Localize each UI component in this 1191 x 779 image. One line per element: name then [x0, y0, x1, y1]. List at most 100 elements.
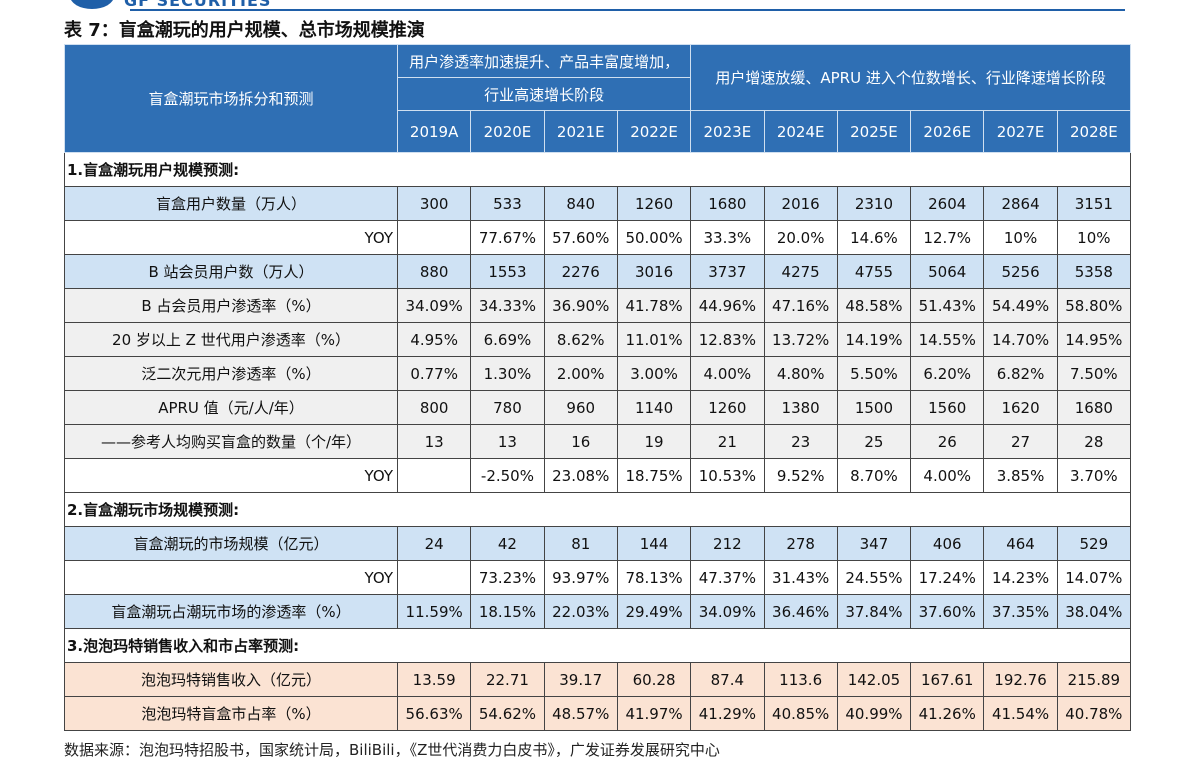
cell: 73.23% — [470, 560, 545, 595]
cell: 50.00% — [616, 220, 692, 255]
cell: 1680 — [690, 186, 765, 221]
cell: 19 — [616, 424, 692, 459]
cell: 23 — [763, 424, 838, 459]
cell: 1560 — [910, 390, 985, 425]
row-label: YOY — [64, 560, 398, 595]
data-row: 盲盒潮玩的市场规模（亿元） 24 42 81 144 212 278 347 406 464 529 — [64, 526, 1132, 561]
cell: 1260 — [616, 186, 692, 221]
data-row: APRU 值（元/人/年） 800 780 960 1140 1260 1380 1500 15… — [64, 390, 1132, 425]
cell: 347 — [836, 526, 912, 561]
cell: 48.57% — [543, 696, 618, 731]
cell: 14.55% — [910, 322, 985, 357]
cell: 5064 — [910, 254, 985, 289]
row-label: YOY — [64, 220, 398, 255]
cell: 212 — [690, 526, 765, 561]
header-rule — [130, 9, 1125, 11]
cell: 56.63% — [396, 696, 472, 731]
cell: 54.62% — [470, 696, 545, 731]
cell: 14.95% — [1056, 322, 1132, 357]
cell: 6.69% — [470, 322, 545, 357]
cell: 41.78% — [616, 288, 692, 323]
row-label: B 站会员用户数（万人） — [64, 254, 398, 289]
cell: 47.16% — [763, 288, 838, 323]
cell: 14.70% — [983, 322, 1058, 357]
table: 盲盒潮玩市场拆分和预测 用户渗透率加速提升、产品丰富度增加， 用户增速放缓、APRU… — [64, 44, 1132, 731]
cell: 36.90% — [543, 288, 618, 323]
cell: 13 — [396, 424, 472, 459]
year-header: 2021E — [543, 110, 618, 153]
data-row: 泡泡玛特销售收入（亿元） 13.59 22.71 39.17 60.28 87.4 113.… — [64, 662, 1132, 697]
year-header: 2020E — [470, 110, 545, 153]
cell: -2.50% — [470, 458, 545, 493]
row-label: 泛二次元用户渗透率（%） — [64, 356, 398, 391]
cell: 17.24% — [910, 560, 985, 595]
cell: 4275 — [763, 254, 838, 289]
row-label: B 占会员用户渗透率（%） — [64, 288, 398, 323]
cell: 21 — [690, 424, 765, 459]
cell: 10% — [983, 220, 1058, 255]
cell: 9.52% — [763, 458, 838, 493]
cell: 41.97% — [616, 696, 692, 731]
cell: 24.55% — [836, 560, 912, 595]
data-row: YOY 73.23% 93.97% 78.13% 47.37% 31.43% 24.55% 1… — [64, 560, 1132, 595]
cell: 37.35% — [983, 594, 1058, 629]
cell: 2.00% — [543, 356, 618, 391]
cell: 27 — [983, 424, 1058, 459]
header-row: 行业高速增长阶段 — [65, 77, 1131, 111]
cell: 1.30% — [470, 356, 545, 391]
cell: 44.96% — [690, 288, 765, 323]
row-label: ——参考人均购买盲盒的数量（个/年） — [64, 424, 398, 459]
section-row: 3.泡泡玛特销售收入和市占率预测: — [64, 628, 1131, 663]
cell: 3016 — [616, 254, 692, 289]
cell: 800 — [396, 390, 472, 425]
section-label: 2.盲盒潮玩市场规模预测: — [64, 492, 1131, 527]
cell: 3737 — [690, 254, 765, 289]
cell: 2310 — [836, 186, 912, 221]
cell: 464 — [983, 526, 1058, 561]
cell: 39.17 — [543, 662, 618, 697]
cell: 4.95% — [396, 322, 472, 357]
cell: 4.80% — [763, 356, 838, 391]
cell: 6.20% — [910, 356, 985, 391]
group-header: 用户渗透率加速提升、产品丰富度增加， — [396, 44, 692, 78]
row-label: 20 岁以上 Z 世代用户渗透率（%） — [64, 322, 398, 357]
cell: 34.09% — [396, 288, 472, 323]
cell: 34.09% — [690, 594, 765, 629]
cell: 533 — [470, 186, 545, 221]
cell: 167.61 — [910, 662, 985, 697]
cell: 81 — [543, 526, 618, 561]
cell: 37.84% — [836, 594, 912, 629]
cell: 529 — [1056, 526, 1132, 561]
section-label: 3.泡泡玛特销售收入和市占率预测: — [64, 628, 1131, 663]
cell: 0.77% — [396, 356, 472, 391]
cell — [396, 458, 472, 493]
logo-mark — [70, 0, 114, 9]
cell: 192.76 — [983, 662, 1058, 697]
cell: 33.3% — [690, 220, 765, 255]
year-header: 2023E — [690, 110, 765, 153]
year-header: 2022E — [616, 110, 692, 153]
data-row: YOY -2.50% 23.08% 18.75% 10.53% 9.52% 8.70% 4.0… — [64, 458, 1132, 493]
cell: 40.85% — [763, 696, 838, 731]
cell: 4755 — [836, 254, 912, 289]
cell — [396, 560, 472, 595]
cell: 54.49% — [983, 288, 1058, 323]
cell: 48.58% — [836, 288, 912, 323]
data-row: B 站会员用户数（万人） 880 1553 2276 3016 3737 4275 4755 5… — [64, 254, 1132, 289]
cell: 41.54% — [983, 696, 1058, 731]
cell: 3.85% — [983, 458, 1058, 493]
cell: 4.00% — [910, 458, 985, 493]
row-label: YOY — [64, 458, 398, 493]
cell: 8.62% — [543, 322, 618, 357]
cell: 24 — [396, 526, 472, 561]
data-row: 盲盒用户数量（万人） 300 533 840 1260 1680 2016 2310 2604 2… — [64, 186, 1132, 221]
cell: 960 — [543, 390, 618, 425]
logo: GF SECURITIES — [70, 0, 271, 9]
cell: 31.43% — [763, 560, 838, 595]
cell: 93.97% — [543, 560, 618, 595]
cell: 278 — [763, 526, 838, 561]
year-header: 2028E — [1056, 110, 1132, 153]
cell: 38.04% — [1056, 594, 1132, 629]
cell: 13.72% — [763, 322, 838, 357]
